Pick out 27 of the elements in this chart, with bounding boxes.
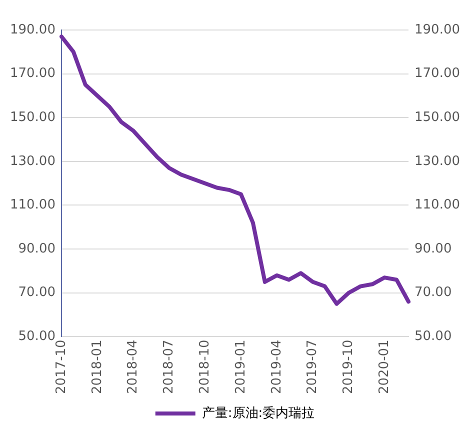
x-tick-label: 2018-01 bbox=[90, 340, 105, 394]
y-tick-label: 90.00 bbox=[18, 241, 56, 256]
x-tick-label: 2019-07 bbox=[305, 340, 320, 394]
y2-tick-label: 110.00 bbox=[414, 198, 460, 213]
x-tick-label: 2018-10 bbox=[197, 340, 212, 394]
y2-tick-label: 190.00 bbox=[414, 22, 460, 38]
y2-tick-label: 50.00 bbox=[414, 329, 452, 344]
y-tick-label: 170.00 bbox=[10, 66, 56, 82]
x-tick-label: 2019-04 bbox=[269, 340, 284, 394]
y-tick-label: 130.00 bbox=[10, 154, 56, 169]
y2-tick-label: 90.00 bbox=[414, 241, 452, 256]
y2-tick-label: 130.00 bbox=[414, 154, 460, 169]
y2-tick-label: 150.00 bbox=[414, 110, 460, 125]
y-tick-label: 150.00 bbox=[10, 110, 56, 125]
y-tick-label: 190.00 bbox=[10, 22, 56, 38]
y2-tick-label: 70.00 bbox=[414, 285, 452, 300]
x-tick-label: 2017-10 bbox=[54, 340, 69, 394]
x-tick-label: 2018-04 bbox=[126, 340, 141, 394]
x-tick-label: 2019-01 bbox=[233, 340, 248, 394]
y-tick-label: 110.00 bbox=[10, 198, 56, 213]
x-tick-label: 2018-07 bbox=[162, 340, 177, 394]
y-tick-label: 70.00 bbox=[18, 285, 56, 300]
y2-tick-label: 170.00 bbox=[414, 66, 460, 82]
x-tick-label: 2020-01 bbox=[376, 340, 392, 394]
legend-label: 产量:原油:委内瑞拉 bbox=[202, 406, 315, 421]
x-tick-label: 2019-10 bbox=[341, 340, 356, 394]
y-tick-label: 50.00 bbox=[18, 329, 56, 344]
